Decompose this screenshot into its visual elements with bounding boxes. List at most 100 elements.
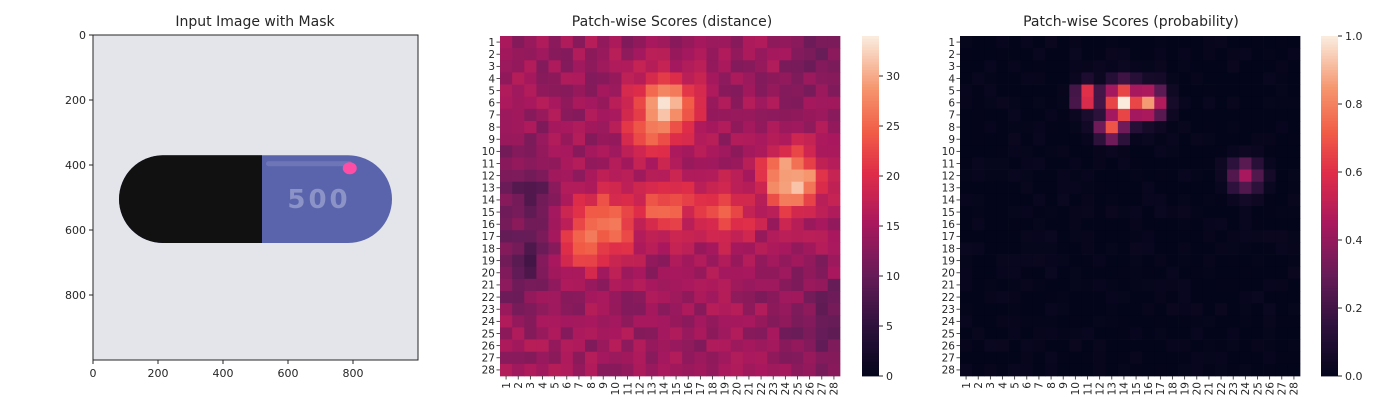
heatmap-cell (682, 121, 695, 134)
heatmap-cell (1251, 254, 1264, 268)
colorbar-segment (862, 325, 879, 329)
heatmap-cell (984, 206, 997, 219)
colorbar-segment (1321, 310, 1338, 315)
heatmap-cell (1105, 108, 1119, 122)
x-tick-label: 200 (148, 367, 169, 380)
heatmap-cell (585, 230, 598, 243)
col-tick-label: 7 (1034, 382, 1046, 389)
heatmap-cell (1178, 84, 1192, 98)
heatmap-cell (1251, 36, 1264, 49)
colorbar-segment (862, 61, 879, 65)
heatmap-cell (984, 242, 997, 255)
heatmap-cell (621, 327, 634, 340)
heatmap-cell (1154, 145, 1167, 158)
heatmap-cell (815, 133, 829, 146)
heatmap-cell (755, 230, 768, 243)
colorbar-segment (862, 70, 879, 74)
colorbar-segment (862, 327, 879, 332)
heatmap-cell (536, 36, 549, 49)
heatmap-cell (1275, 72, 1289, 85)
heatmap-cell (512, 157, 525, 170)
heatmap-cell (548, 181, 562, 195)
heatmap-cell (621, 339, 634, 353)
heatmap-cell (1032, 157, 1046, 170)
heatmap-cell (984, 145, 997, 158)
heatmap-cell (791, 169, 804, 183)
heatmap-cell (1239, 327, 1252, 340)
colorbar-segment (862, 101, 879, 105)
heatmap-cell (1239, 84, 1252, 98)
heatmap-cell (1239, 96, 1252, 110)
heatmap-cell (1142, 351, 1155, 365)
heatmap-cell (1081, 145, 1094, 158)
heatmap-cell (742, 351, 756, 365)
heatmap-cell (972, 157, 985, 170)
heatmap-cell (1275, 108, 1289, 122)
heatmap-cell (706, 145, 719, 158)
heatmap-cell (1117, 193, 1131, 207)
heatmap-cell (1081, 206, 1094, 219)
heatmap-cell (1239, 266, 1252, 280)
heatmap-cell (1190, 339, 1204, 353)
heatmap-cell (815, 72, 829, 85)
heatmap-cell (1251, 327, 1264, 340)
heatmap-cell (1275, 266, 1289, 280)
heatmap-cell (1093, 206, 1107, 219)
heatmap-cell (803, 108, 817, 122)
heatmap-cell (1166, 327, 1179, 340)
heatmap-cell (803, 36, 817, 49)
heatmap-cell (694, 278, 707, 292)
heatmap-cell (1045, 84, 1058, 98)
heatmap-cell (1069, 315, 1082, 328)
heatmap-cell (1263, 315, 1277, 328)
heatmap-cell (670, 72, 683, 85)
heatmap-cell (767, 48, 780, 61)
heatmap-cell (815, 84, 829, 98)
heatmap-cell (1057, 363, 1070, 377)
heatmap-cell (767, 96, 780, 110)
heatmap-cell (682, 303, 695, 316)
heatmap-cell (621, 121, 634, 134)
col-tick-label: 13 (1107, 382, 1119, 395)
heatmap-cell (512, 121, 525, 134)
heatmap-cell (621, 363, 634, 377)
heatmap-cell (585, 206, 598, 219)
colorbar-segment (862, 333, 879, 337)
heatmap-cell (1263, 157, 1277, 170)
colorbar-tick-label: 25 (886, 120, 900, 133)
heatmap-cell (1287, 48, 1301, 61)
heatmap-cell (1239, 278, 1252, 292)
colorbar-segment (862, 149, 879, 153)
heatmap-cell (1093, 327, 1107, 340)
colorbar-segment (1321, 305, 1338, 309)
colorbar-segment (1321, 285, 1338, 289)
heatmap-cell (1178, 327, 1192, 340)
heatmap-cell (597, 36, 610, 49)
heatmap-cell (779, 193, 792, 207)
heatmap-cell (1057, 145, 1070, 158)
heatmap-cell (706, 339, 719, 353)
heatmap-cell (670, 157, 683, 170)
colorbar-segment (862, 288, 879, 292)
heatmap-cell (572, 36, 586, 49)
heatmap-cell (718, 181, 732, 195)
heatmap-cell (1130, 36, 1143, 49)
heatmap-cell (633, 60, 647, 73)
heatmap-cell (960, 48, 973, 61)
heatmap-cell (1008, 218, 1022, 231)
heatmap-cell (1032, 84, 1046, 98)
heatmap-cell (1227, 193, 1240, 207)
heatmap-cell (1190, 206, 1204, 219)
colorbar-segment (1321, 55, 1338, 60)
heatmap-cell (791, 339, 804, 353)
heatmap-cell (755, 133, 768, 146)
heatmap-cell (1142, 327, 1155, 340)
heatmap-cell (1069, 218, 1082, 231)
heatmap-cell (779, 133, 792, 146)
heatmap-cell (1239, 193, 1252, 207)
heatmap-cell (597, 278, 610, 292)
heatmap-cell (1202, 72, 1216, 85)
heatmap-cell (1117, 303, 1131, 316)
row-tick-label: 13 (482, 183, 495, 195)
probability-heatmap-panel: Patch-wise Scores (probability) 12345678… (942, 14, 1363, 395)
